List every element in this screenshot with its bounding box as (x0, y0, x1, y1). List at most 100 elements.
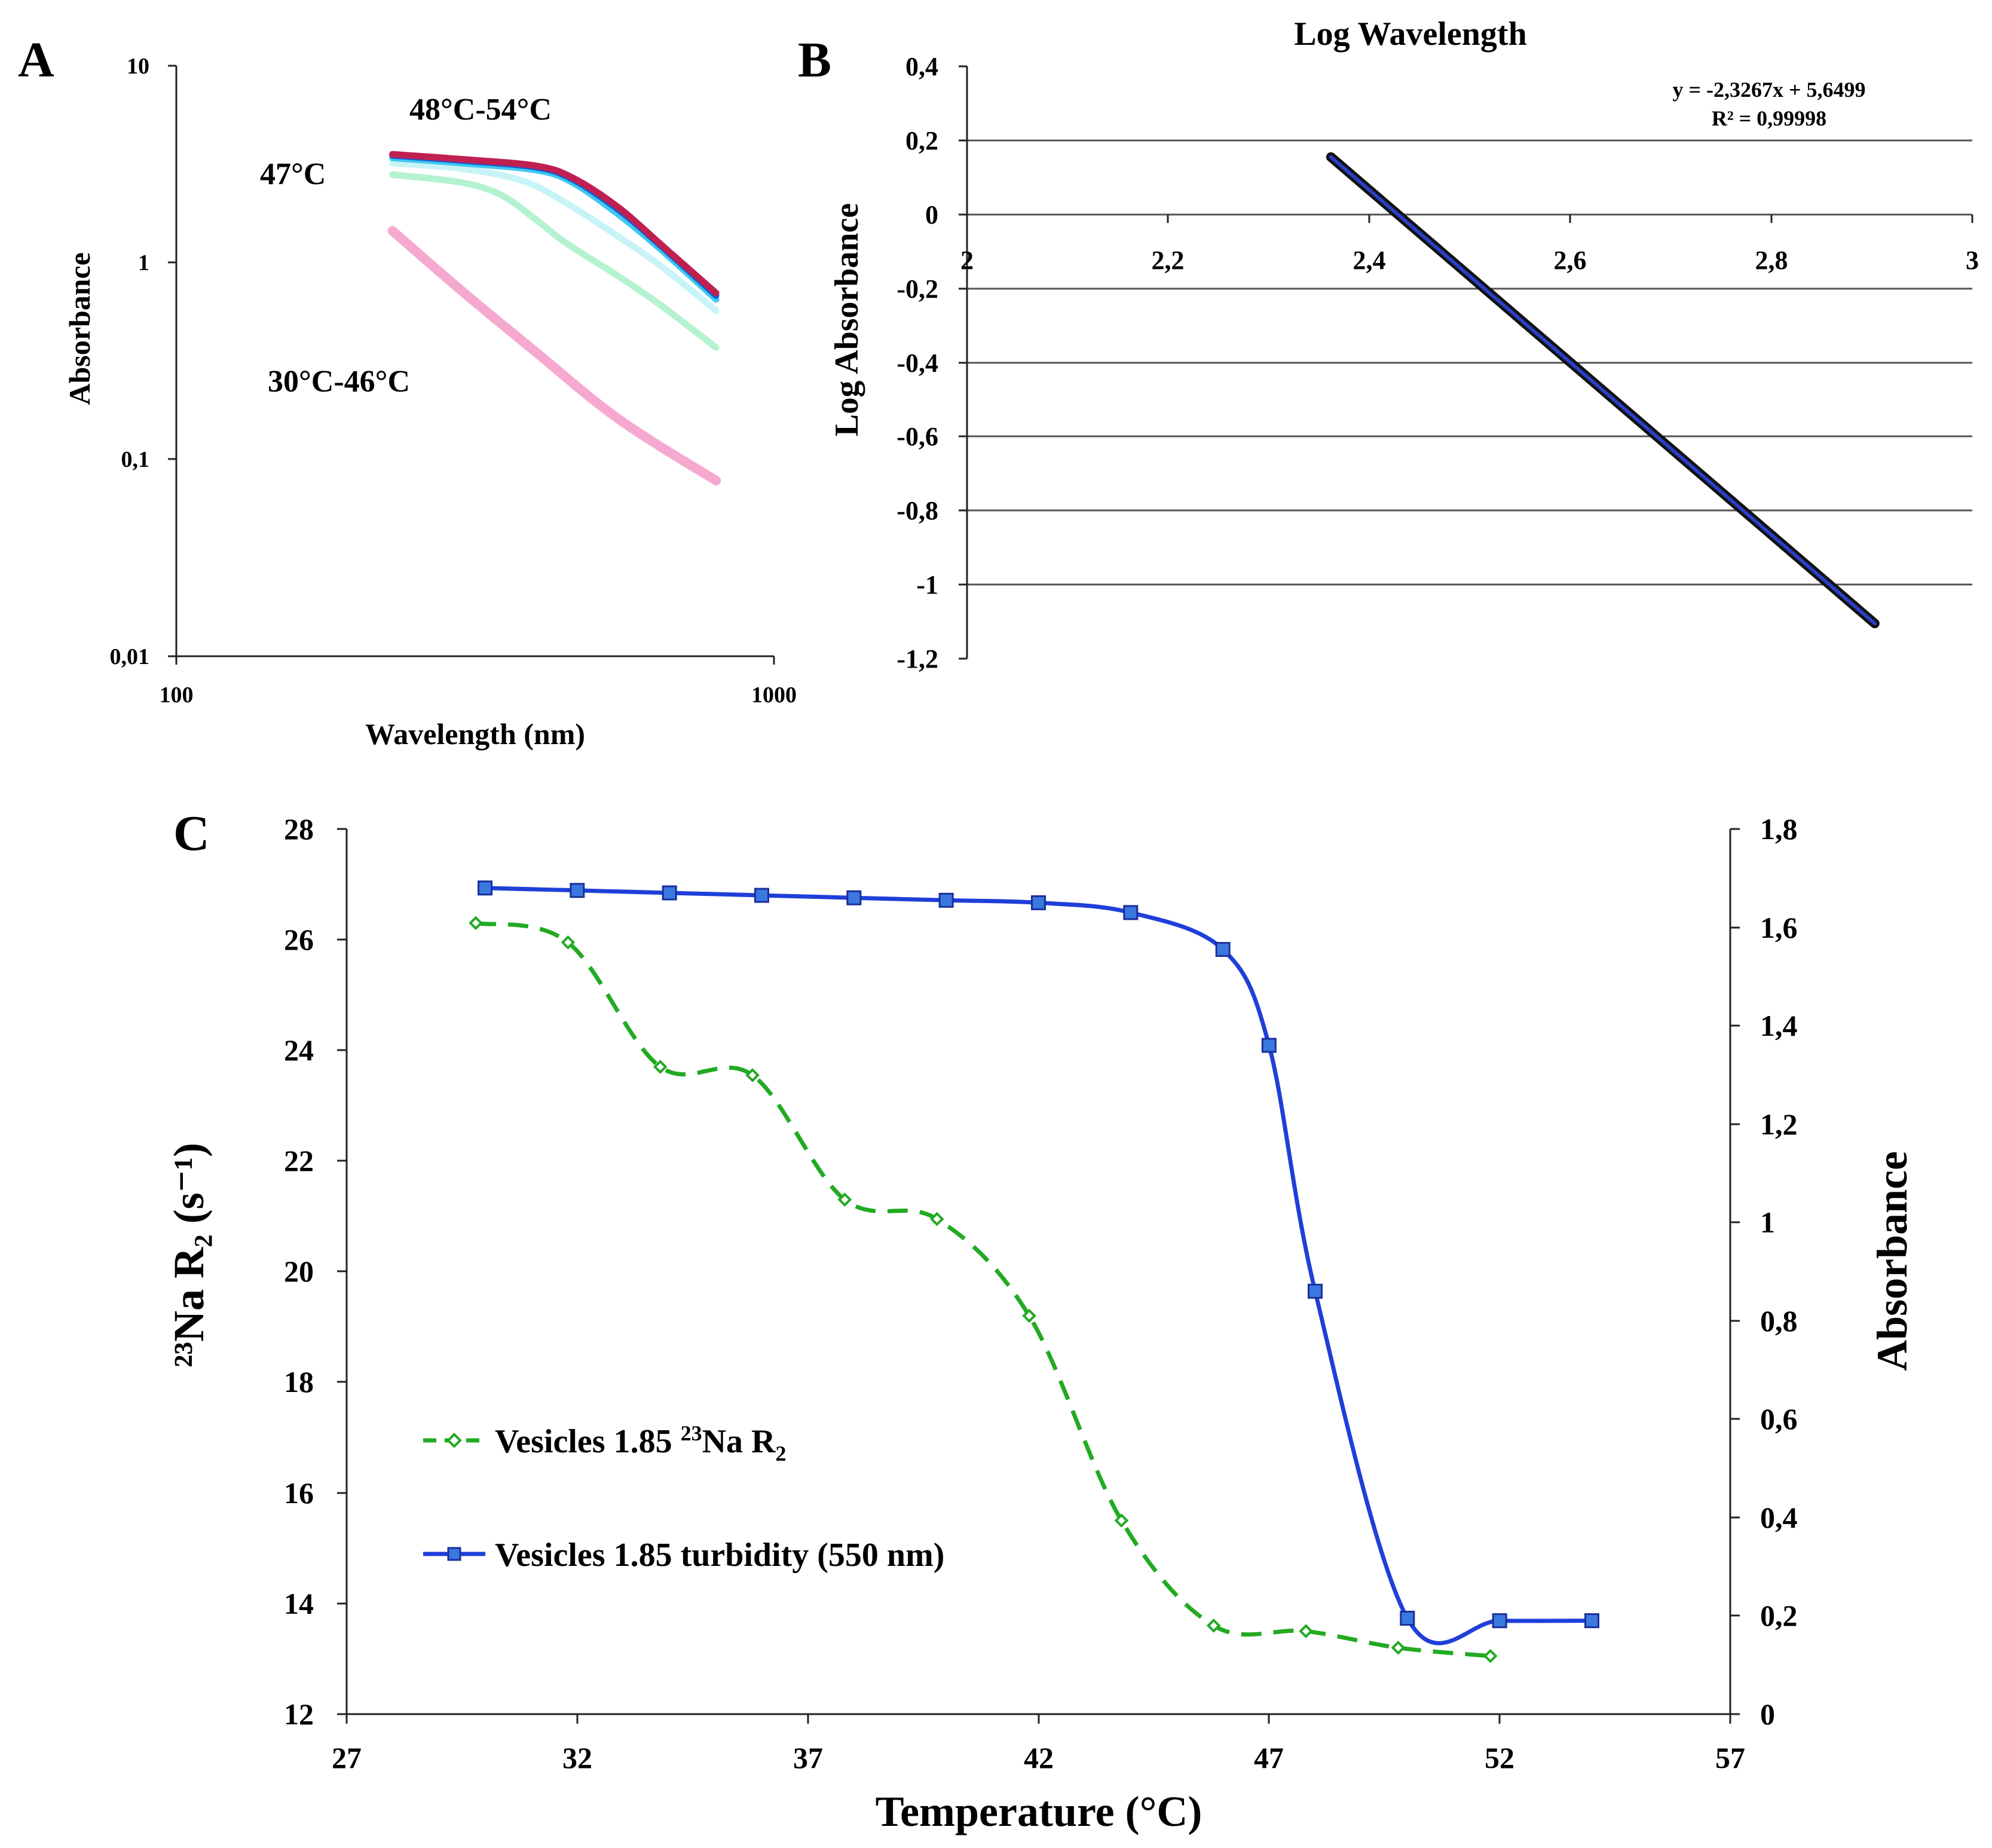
panel-c-right-y-tick-label: 0,6 (1760, 1402, 1798, 1436)
panel-a-y-tick-label: 0,1 (121, 447, 150, 472)
legend-marker-square (447, 1547, 461, 1561)
panel-a-series (387, 151, 721, 486)
panel-a-annotation-47: 47°C (260, 157, 326, 191)
panel-b-y-tick-label: -1,2 (896, 644, 938, 674)
panel-b-r-squared: R² = 0,99998 (1712, 106, 1826, 130)
panel-c-left-y-tick-label: 26 (284, 923, 314, 956)
series-r2-point (929, 1211, 944, 1226)
series-r2-point (653, 1060, 668, 1074)
panel-c-left-y-tick-label: 18 (284, 1365, 314, 1399)
panel-a-series-line-2 (389, 171, 720, 351)
panel-b-x-tick-label: 3 (1966, 246, 1979, 275)
panel-b-gridlines (967, 139, 1972, 586)
panel-b-y-axis-title: Log Absorbance (828, 203, 865, 437)
panel-b-x-tick-label: 2,4 (1353, 246, 1386, 275)
panel-a: A 10 1 0,1 0,01 100 1000 Wavelength (nm)… (18, 32, 797, 751)
panel-c-left-y-axis-title: ²³Na R₂ (s⁻¹) (165, 1143, 213, 1367)
panel-c-x-tick-label: 52 (1485, 1741, 1514, 1774)
panel-c-left-y-tick-label: 22 (284, 1144, 314, 1177)
series-turbidity-point (1400, 1611, 1415, 1626)
panel-c-series (469, 880, 1599, 1663)
panel-c-x-tick-label: 27 (332, 1741, 362, 1774)
series-turbidity-point (1031, 895, 1046, 910)
panel-c-x-axis-title: Temperature (°C) (876, 1788, 1202, 1835)
series-turbidity-point (1492, 1613, 1507, 1629)
panel-c-left-y-tick-label: 28 (284, 812, 314, 846)
panel-a-series-line-1 (387, 226, 721, 486)
series-turbidity-point (478, 880, 492, 896)
panel-a-y-tick-label: 10 (127, 54, 149, 79)
panel-a-series-line-6 (389, 151, 720, 296)
panel-b-equation: y = -2,3267x + 5,6499 (1672, 78, 1865, 102)
panel-b-y-tick-label: -0,4 (896, 348, 938, 378)
panel-a-letter: A (18, 32, 54, 88)
panel-c-right-y-tick-label: 0,2 (1760, 1599, 1798, 1632)
panel-b-y-tick-label: -0,8 (896, 496, 938, 525)
panel-c-legend: Vesicles 1.85 23Na R2 Vesicles 1.85 turb… (423, 1421, 944, 1574)
panel-b: B Log Wavelength 0,4 0,2 0 -0,2 -0,4 - (798, 16, 1979, 674)
panel-b-y-tick-label: -1 (916, 570, 938, 599)
series-turbidity-point (846, 890, 862, 905)
panel-c-right-y-axis-title: Absorbance (1868, 1151, 1916, 1371)
panel-b-x-tick-label: 2,8 (1755, 246, 1788, 275)
series-turbidity-point (1215, 942, 1231, 957)
panel-a-x-tick-label: 1000 (751, 683, 797, 708)
panel-a-x-axis-title: Wavelength (nm) (365, 717, 585, 751)
panel-b-y-tick-label: 0,4 (905, 52, 938, 81)
legend-label-r2-main: Vesicles 1.85 (495, 1423, 681, 1460)
legend-label-turbidity: Vesicles 1.85 turbidity (550 nm) (495, 1537, 944, 1574)
series-r2-point (561, 935, 576, 950)
series-turbidity-point (938, 892, 954, 908)
panel-a-y-axis-title: Absorbance (63, 252, 96, 405)
legend-label-r2-sub: 2 (775, 1442, 786, 1465)
panel-c-x-tick-label: 42 (1024, 1741, 1054, 1774)
panel-c-right-y-tick-label: 1,2 (1760, 1107, 1798, 1141)
series-r2-point (1299, 1624, 1313, 1638)
panel-c-right-y-tick-label: 1,4 (1760, 1009, 1798, 1042)
panel-c-right-y-tick-label: 0 (1760, 1697, 1775, 1731)
series-turbidity-line (485, 886, 1592, 1645)
panel-c-left-y-tick-label: 24 (284, 1033, 314, 1067)
series-r2-point (1483, 1648, 1498, 1663)
series-r2-point (1206, 1618, 1221, 1633)
panel-c-left-y-tick-label: 12 (284, 1697, 314, 1731)
panel-c-x-tick-label: 57 (1715, 1741, 1745, 1774)
panel-a-annotation-30-46: 30°C-46°C (268, 365, 410, 399)
panel-a-annotation-48-54: 48°C-54°C (409, 93, 552, 127)
panel-c-x-tick-label: 37 (793, 1741, 823, 1774)
series-r2-point (469, 916, 483, 931)
series-turbidity-point (662, 885, 677, 901)
series-turbidity-point (1308, 1283, 1323, 1299)
series-r2-line (475, 920, 1491, 1659)
series-r2-point (745, 1068, 760, 1082)
panel-c-right-y-tick-label: 1 (1760, 1206, 1775, 1239)
panel-b-y-tick-label: 0 (925, 200, 938, 230)
panel-a-y-tick-label: 0,01 (110, 644, 150, 669)
series-r2-point (1114, 1513, 1129, 1528)
panel-c-letter: C (173, 806, 210, 861)
panel-c-right-y-tick-label: 1,6 (1760, 911, 1798, 944)
series-turbidity-point (570, 883, 585, 898)
series-turbidity-point (1261, 1038, 1277, 1053)
series-r2-point (837, 1192, 852, 1207)
panel-b-x-tick-label: 2,2 (1152, 246, 1185, 275)
panel-c-x-tick-label: 47 (1254, 1741, 1284, 1774)
series-turbidity-point (1584, 1613, 1599, 1629)
legend-marker-diamond (446, 1433, 462, 1448)
panel-a-x-tick-label: 100 (160, 683, 194, 708)
panel-a-y-tick-label: 1 (138, 250, 149, 276)
panel-b-y-tick-label: -0,6 (896, 422, 938, 451)
series-r2-point (1022, 1308, 1036, 1323)
panel-c-left-y-tick-label: 20 (284, 1255, 314, 1288)
legend-label-r2-sup: 23 (681, 1421, 702, 1445)
panel-b-x-tick-label: 2 (960, 246, 974, 275)
panel-c-left-y-tick-label: 16 (284, 1476, 314, 1510)
series-turbidity-point (754, 888, 769, 903)
panel-c-left-y-tick-label: 14 (284, 1587, 314, 1620)
legend-label-r2-mid: Na R (702, 1423, 776, 1460)
panel-c-right-y-tick-label: 1,8 (1760, 812, 1798, 846)
legend-label-r2: Vesicles 1.85 23Na R2 (495, 1421, 786, 1465)
panel-b-letter: B (798, 32, 831, 88)
